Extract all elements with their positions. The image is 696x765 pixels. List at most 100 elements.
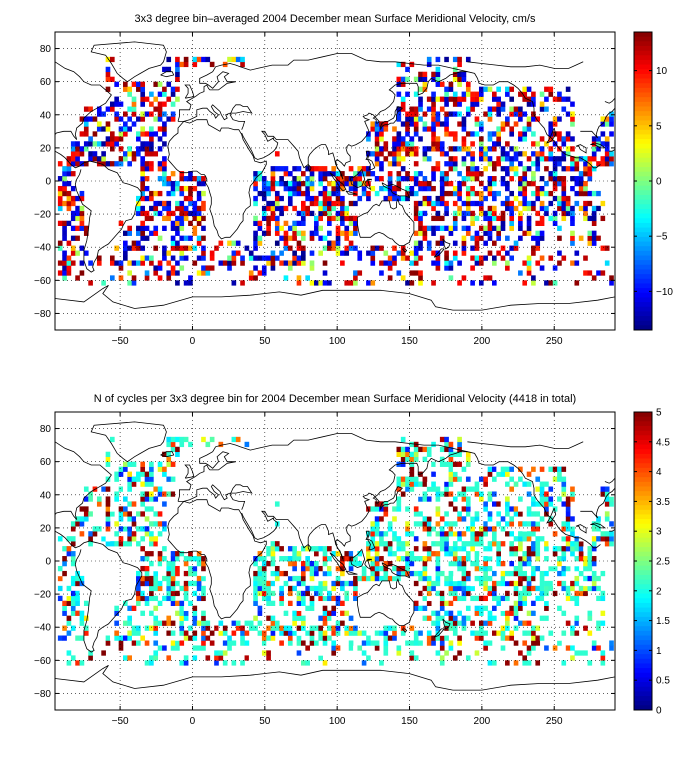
bin-cell (270, 541, 276, 547)
bin-cell (253, 230, 258, 236)
bin-cell (127, 260, 132, 266)
bin-cell (131, 640, 137, 646)
colorbar-segment (634, 185, 652, 191)
bin-cell (118, 635, 124, 641)
bin-cell (62, 181, 67, 187)
bin-cell (400, 136, 406, 142)
bin-cell (526, 116, 532, 122)
bin-cell (418, 215, 423, 222)
bin-cell (305, 561, 310, 567)
bin-cell (305, 556, 310, 562)
bin-cell (92, 131, 98, 137)
bin-cell (465, 585, 471, 592)
bin-cell (309, 181, 315, 187)
bin-cell (131, 280, 137, 286)
bin-cell (509, 551, 515, 557)
bin-cell (487, 610, 493, 616)
bin-cell (266, 255, 271, 261)
bin-cell (509, 126, 515, 132)
bin-cell (209, 250, 215, 256)
bin-cell (461, 275, 467, 281)
bin-cell (387, 151, 393, 157)
bin-cell (318, 280, 323, 286)
bin-cell (149, 541, 154, 547)
y-tick-label: 40 (40, 490, 52, 501)
bin-cell (426, 185, 432, 192)
bin-cell (587, 166, 593, 172)
colorbar-segment (634, 491, 652, 497)
bin-cell (170, 240, 176, 246)
bin-cell (188, 556, 193, 562)
bin-cell (183, 185, 189, 192)
bin-cell (544, 280, 549, 286)
bin-cell (509, 486, 515, 492)
bin-cell (149, 205, 154, 212)
coastline (365, 150, 376, 170)
bin-cell (505, 620, 510, 626)
bin-cells (57, 436, 614, 666)
bin-cell (400, 565, 406, 572)
bin-cell (153, 580, 159, 587)
bin-cell (300, 245, 306, 251)
bin-cell (487, 161, 493, 167)
bin-cell (452, 136, 458, 142)
bin-cell (470, 106, 475, 112)
bin-cell (157, 580, 163, 587)
colorbar-segment (634, 316, 652, 322)
bin-cell (144, 235, 150, 241)
bin-cell (526, 126, 532, 132)
bin-cell (496, 250, 501, 256)
bin-cell (492, 255, 497, 261)
bin-cell (409, 551, 415, 557)
bin-cell (596, 190, 601, 197)
bin-cell (413, 200, 419, 207)
bin-cell (509, 176, 515, 182)
bin-cell (448, 625, 454, 631)
bin-cell (539, 590, 545, 597)
bin-cell (370, 506, 376, 512)
bin-cell (314, 166, 319, 172)
bin-cell (448, 265, 454, 271)
bin-cell (123, 151, 128, 157)
bin-cell (183, 605, 189, 611)
bin-cell (201, 245, 206, 251)
coastlines (55, 421, 615, 691)
bin-cell (287, 171, 293, 177)
bin-cell (270, 250, 276, 256)
bin-cell (509, 210, 515, 217)
bin-cell (183, 56, 189, 63)
bin-cell (287, 245, 293, 251)
bin-cell (470, 101, 475, 107)
bin-cell (348, 615, 354, 621)
bin-cell (144, 161, 150, 167)
bin-cell (300, 575, 306, 582)
bin-cell (348, 556, 354, 562)
bin-cell (157, 521, 163, 527)
bin-cell (409, 625, 415, 631)
bin-cell (557, 570, 562, 577)
bin-cell (483, 605, 488, 611)
bin-cell (283, 166, 289, 172)
x-tick-label: 100 (329, 336, 346, 347)
bin-cell (457, 181, 462, 187)
bin-cell (66, 181, 72, 187)
bin-cell (505, 250, 510, 256)
bin-cell (396, 171, 402, 177)
bin-cell (413, 210, 419, 217)
bin-cell (557, 200, 562, 207)
bin-cell (435, 506, 441, 512)
bin-cell (327, 200, 332, 207)
bin-cell (340, 195, 345, 202)
bin-cell (574, 166, 580, 172)
bin-cell (561, 630, 567, 636)
bin-cell (357, 255, 363, 261)
bin-cell (409, 461, 415, 467)
bin-cell (513, 146, 519, 152)
bin-cell (257, 220, 263, 226)
bin-cell (279, 250, 284, 256)
bin-cell (526, 166, 532, 172)
bin-cell (70, 605, 76, 611)
bin-cell (409, 280, 415, 286)
bin-cell (444, 116, 449, 122)
colorbar-segment (634, 106, 652, 112)
